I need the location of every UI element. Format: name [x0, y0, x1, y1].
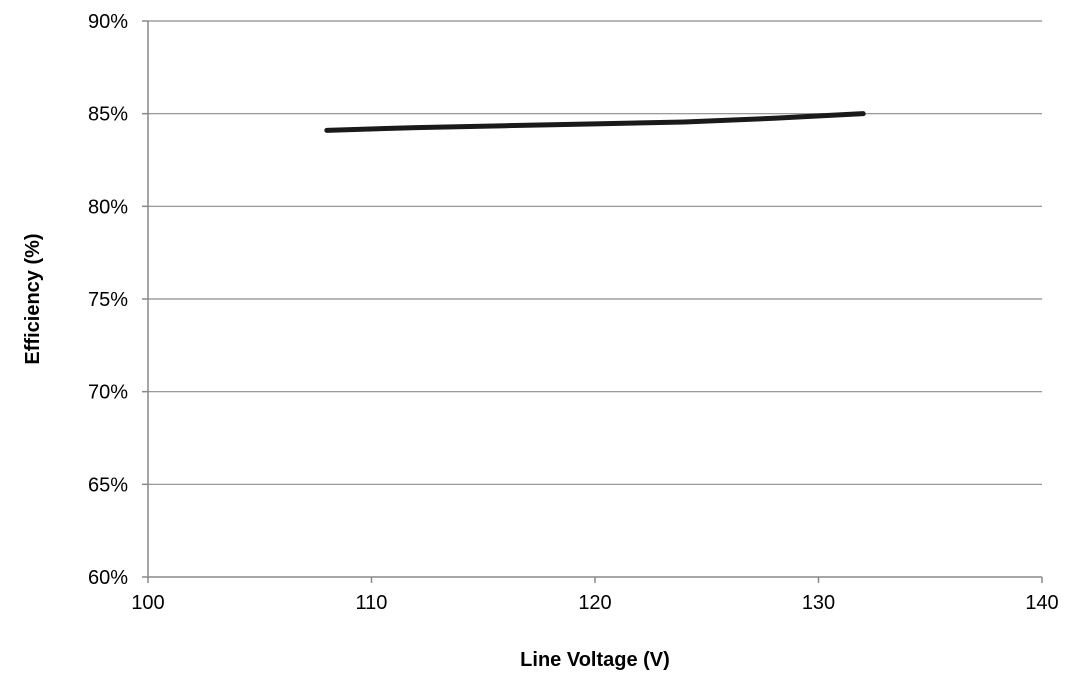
x-tick-label: 100	[131, 592, 164, 614]
y-tick-label: 85%	[88, 104, 128, 126]
x-axis-title: Line Voltage (V)	[520, 649, 670, 671]
series-layer	[324, 111, 866, 133]
tick-marks-and-labels: 60% 65% 70% 75% 80% 85% 90% 100 110 120 130 140	[88, 11, 1059, 614]
y-tick-label: 80%	[88, 196, 128, 218]
y-tick-label: 65%	[88, 474, 128, 496]
y-tick-label: 75%	[88, 289, 128, 311]
y-tick-label: 90%	[88, 11, 128, 33]
y-tick-label: 60%	[88, 567, 128, 589]
y-tick-label: 70%	[88, 382, 128, 404]
efficiency-series-line	[324, 111, 866, 133]
y-axis-title: Efficiency (%)	[22, 233, 44, 364]
x-tick-label: 130	[802, 592, 835, 614]
gridlines	[148, 20, 1042, 485]
x-tick-label: 120	[578, 592, 611, 614]
x-tick-label: 110	[356, 592, 388, 614]
x-tick-label: 140	[1025, 592, 1058, 614]
